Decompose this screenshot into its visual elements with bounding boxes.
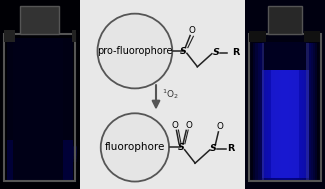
Bar — [268, 6, 302, 34]
Bar — [268, 43, 302, 180]
Text: S: S — [178, 143, 185, 152]
Text: R: R — [232, 48, 239, 57]
Bar — [20, 6, 58, 34]
Bar — [10, 145, 77, 153]
Bar — [10, 144, 77, 150]
Bar — [245, 0, 325, 189]
Text: S: S — [180, 46, 187, 56]
Text: O: O — [185, 121, 192, 130]
Bar — [34, 70, 45, 180]
Bar — [21, 70, 59, 180]
Bar — [306, 43, 309, 180]
Bar — [32, 70, 48, 180]
Bar — [6, 140, 73, 181]
Bar — [283, 43, 287, 180]
Bar — [23, 70, 56, 180]
Bar — [264, 43, 306, 180]
Text: $^1$O$_2$: $^1$O$_2$ — [162, 87, 179, 101]
Bar — [254, 43, 317, 180]
Ellipse shape — [101, 113, 169, 182]
Bar — [266, 43, 304, 180]
Bar — [4, 30, 15, 42]
Bar — [277, 43, 294, 180]
Text: S: S — [212, 48, 219, 57]
Bar — [262, 43, 308, 180]
Bar — [262, 43, 264, 180]
Bar — [37, 70, 43, 180]
Text: pro-fluorophore: pro-fluorophore — [97, 46, 173, 56]
Bar — [18, 70, 62, 180]
Bar — [249, 31, 266, 42]
Bar — [26, 70, 54, 180]
Bar — [281, 43, 290, 180]
Bar — [262, 45, 309, 178]
Bar — [10, 147, 77, 162]
Bar — [275, 43, 296, 180]
Bar — [260, 43, 311, 180]
Text: S: S — [210, 144, 217, 153]
Bar — [258, 43, 313, 180]
Bar — [29, 70, 51, 180]
Bar — [304, 31, 320, 42]
Text: O: O — [171, 121, 178, 130]
Bar — [255, 43, 315, 180]
Bar — [0, 0, 80, 189]
Bar — [272, 43, 298, 180]
Bar — [270, 43, 300, 180]
Bar — [262, 42, 309, 70]
Text: R: R — [227, 144, 234, 153]
Bar — [279, 43, 292, 180]
Bar — [13, 38, 63, 180]
Bar — [6, 38, 73, 180]
Bar — [271, 45, 299, 178]
Ellipse shape — [98, 14, 172, 88]
Text: O: O — [216, 122, 224, 131]
Bar — [10, 146, 77, 156]
Bar — [10, 146, 77, 159]
Text: fluorophore: fluorophore — [105, 143, 165, 152]
Bar — [72, 30, 76, 42]
Text: O: O — [188, 26, 195, 35]
Bar — [80, 0, 245, 189]
